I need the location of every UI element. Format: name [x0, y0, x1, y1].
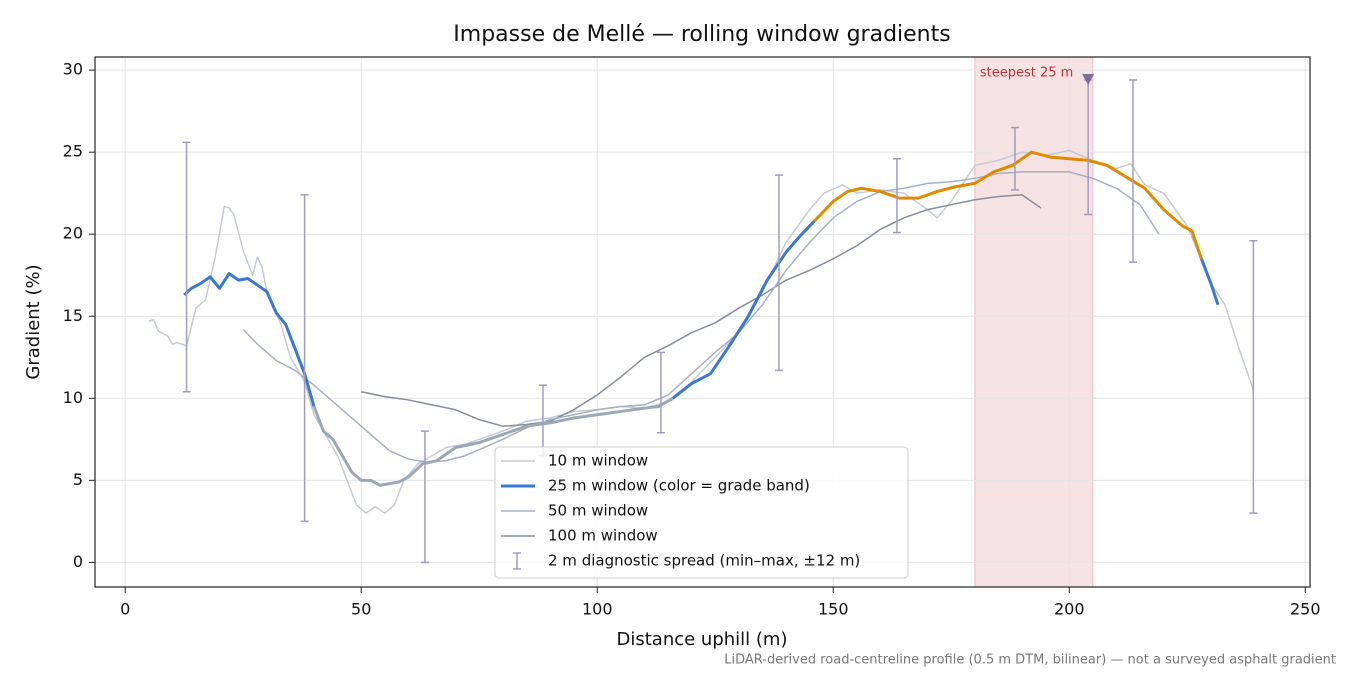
- legend-label: 10 m window: [548, 452, 648, 470]
- series-line: [671, 220, 816, 400]
- x-tick-label: 150: [818, 600, 849, 619]
- series-line: [242, 171, 1160, 464]
- x-axis-label: Distance uphill (m): [617, 629, 788, 650]
- plot-frame: [94, 56, 1311, 588]
- legend-label: 100 m window: [548, 527, 658, 545]
- y-tick-label: 5: [73, 470, 83, 489]
- series-line: [361, 194, 1042, 427]
- series-line: [813, 150, 1203, 260]
- footnote: LiDAR-derived road-centreline profile (0…: [724, 653, 1336, 668]
- y-tick-label: 10: [63, 388, 83, 407]
- x-tick-label: 250: [1290, 600, 1321, 619]
- series-line: [148, 149, 1255, 514]
- y-tick-label: 25: [63, 142, 83, 161]
- x-tick-label: 100: [582, 600, 613, 619]
- highlight-span: [974, 56, 1094, 588]
- legend-box: [494, 446, 909, 579]
- y-tick-label: 15: [63, 306, 83, 325]
- y-tick-label: 0: [73, 552, 83, 571]
- y-tick-label: 20: [63, 224, 83, 243]
- y-axis-label: Gradient (%): [23, 264, 44, 379]
- highlight-label: steepest 25 m: [980, 66, 1073, 81]
- steepest-marker: [1082, 73, 1095, 85]
- series-line: [1200, 258, 1220, 306]
- legend-label: 50 m window: [548, 502, 648, 520]
- legend-label: 25 m window (color = grade band): [548, 477, 810, 495]
- series-line: [312, 397, 674, 487]
- x-tick-label: 200: [1054, 600, 1085, 619]
- y-tick-label: 30: [63, 60, 83, 79]
- series-line: [183, 272, 316, 407]
- x-tick-label: 0: [120, 600, 130, 619]
- legend-label: 2 m diagnostic spread (min–max, ±12 m): [548, 552, 860, 570]
- x-tick-label: 50: [351, 600, 371, 619]
- chart-title: Impasse de Mellé — rolling window gradie…: [453, 22, 950, 47]
